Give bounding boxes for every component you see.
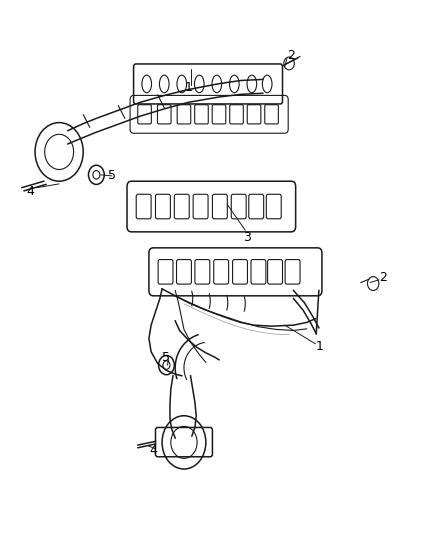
Text: 1: 1 [184, 82, 192, 94]
Text: 3: 3 [244, 231, 251, 244]
Text: 1: 1 [316, 340, 324, 353]
Text: 4: 4 [149, 444, 157, 457]
Text: 5: 5 [108, 169, 116, 182]
Text: 2: 2 [287, 50, 295, 62]
Text: 4: 4 [27, 185, 35, 198]
Text: 2: 2 [379, 271, 387, 284]
Text: 5: 5 [162, 351, 170, 364]
